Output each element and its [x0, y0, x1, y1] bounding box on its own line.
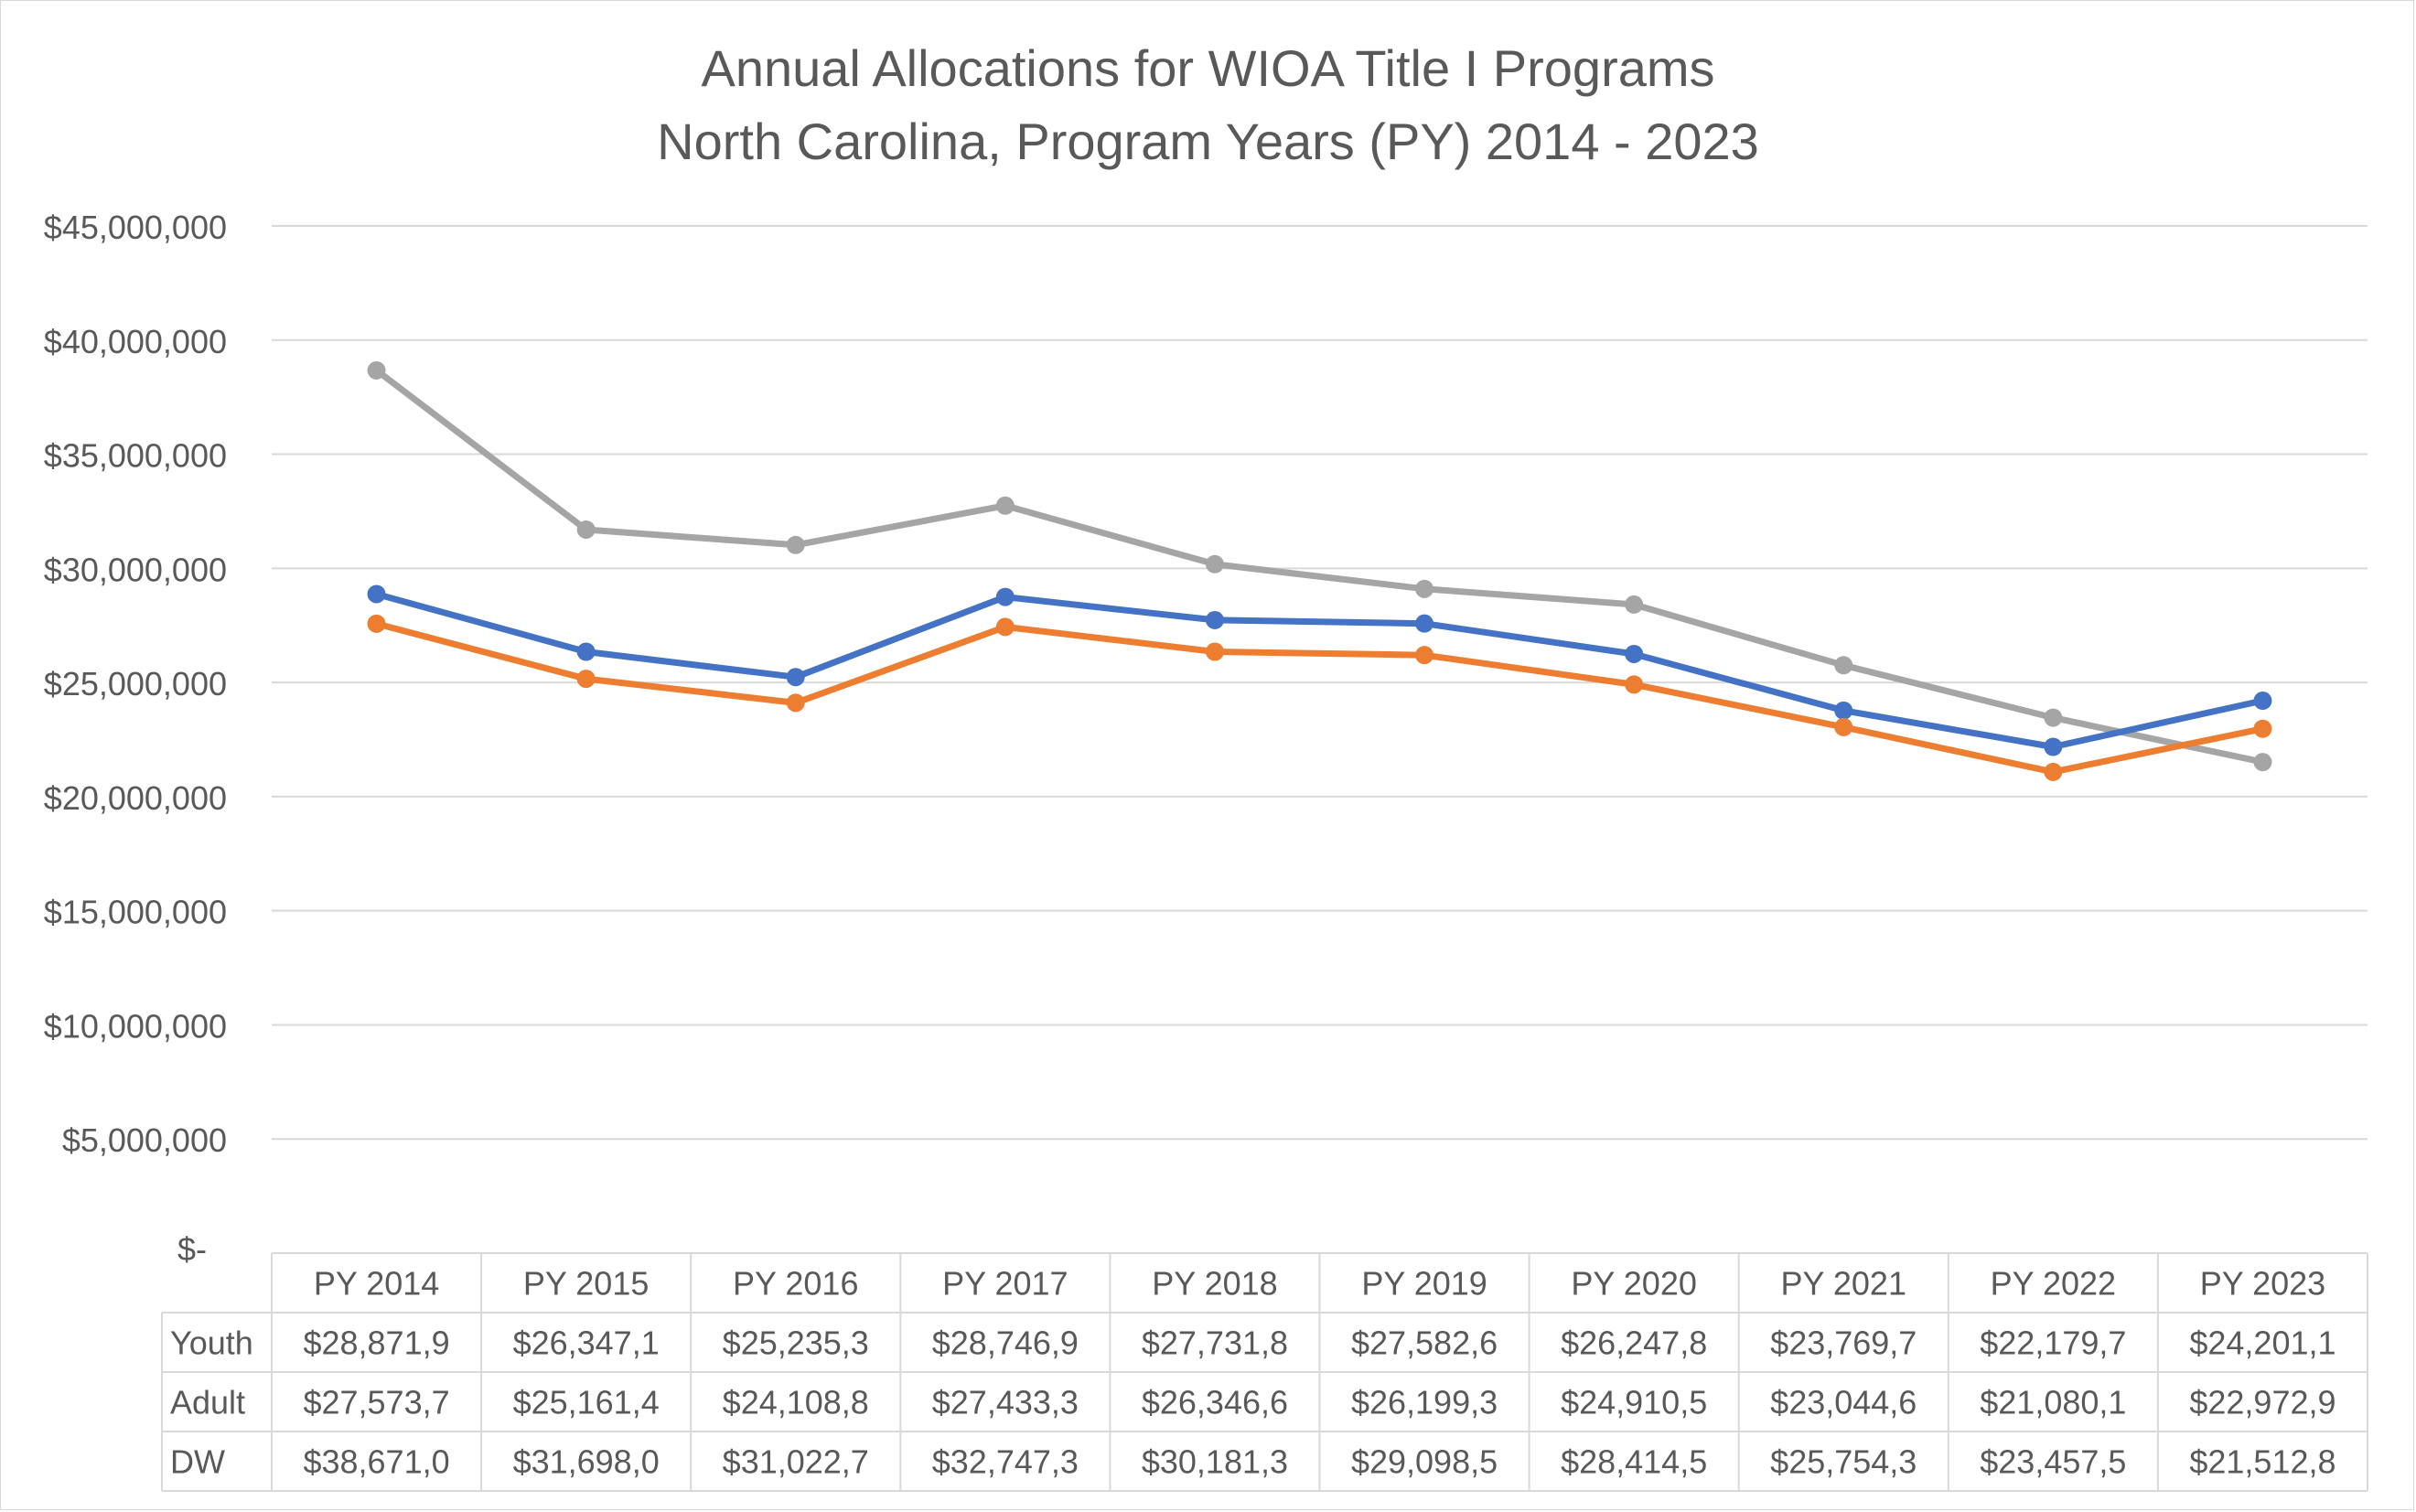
data-point-adult: [1205, 642, 1224, 661]
table-cell-value: $27,582,6: [1351, 1324, 1498, 1362]
data-point-youth: [1625, 644, 1644, 663]
x-category-label: PY 2018: [1152, 1265, 1277, 1303]
data-point-youth: [995, 587, 1015, 606]
y-tick-label: $25,000,000: [44, 665, 227, 702]
data-point-youth: [576, 642, 596, 661]
table-cell-value: $28,414,5: [1561, 1443, 1707, 1481]
table-cell-value: $22,972,9: [2189, 1384, 2335, 1421]
table-cell-value: $21,512,8: [2189, 1443, 2335, 1481]
x-category-label: PY 2015: [523, 1265, 649, 1303]
table-cell-value: $26,199,3: [1351, 1384, 1498, 1421]
table-cell-value: $38,671,0: [303, 1443, 449, 1481]
data-point-dw: [1415, 579, 1434, 598]
table-cell-value: $27,731,8: [1142, 1324, 1288, 1362]
table-series-name: Adult: [170, 1384, 245, 1421]
x-category-label: PY 2019: [1361, 1265, 1487, 1303]
data-point-youth: [786, 668, 805, 687]
series-line-dw: [373, 367, 2266, 766]
x-category-label: PY 2020: [1571, 1265, 1696, 1303]
x-category-label: PY 2021: [1781, 1265, 1906, 1303]
table-cell-value: $25,754,3: [1770, 1443, 1917, 1481]
data-point-dw: [1834, 656, 1853, 675]
table-cell-value: $24,201,1: [2189, 1324, 2335, 1362]
table-cell-value: $24,108,8: [723, 1384, 869, 1421]
data-point-dw: [2044, 708, 2063, 727]
y-tick-label: $5,000,000: [62, 1121, 227, 1159]
table-cell-value: $24,910,5: [1561, 1384, 1707, 1421]
data-point-youth: [1834, 701, 1853, 720]
data-point-adult: [995, 617, 1015, 637]
table-cell-value: $21,080,1: [1980, 1384, 2126, 1421]
data-point-dw: [1205, 554, 1224, 574]
table-cell-value: $30,181,3: [1142, 1443, 1288, 1481]
data-point-dw: [995, 496, 1015, 515]
table-cell-value: $26,247,8: [1561, 1324, 1707, 1362]
data-point-youth: [1415, 614, 1434, 633]
table-cell-value: $23,457,5: [1980, 1443, 2126, 1481]
table-cell-value: $28,871,9: [303, 1324, 449, 1362]
data-point-adult: [2044, 762, 2063, 781]
table-cell-value: $23,769,7: [1770, 1324, 1917, 1362]
chart-title-line-1: Annual Allocations for WIOA Title I Prog…: [701, 39, 1715, 97]
x-category-label: PY 2016: [733, 1265, 858, 1303]
table-cell-value: $32,747,3: [932, 1443, 1079, 1481]
data-point-adult: [1415, 646, 1434, 665]
series-line-adult: [373, 620, 2266, 776]
y-tick-label: $10,000,000: [44, 1007, 227, 1045]
x-category-label: PY 2014: [314, 1265, 439, 1303]
y-tick-label: $45,000,000: [44, 209, 227, 246]
data-point-adult: [1625, 675, 1644, 694]
y-tick-label: $35,000,000: [44, 437, 227, 475]
table-cell-value: $25,161,4: [513, 1384, 660, 1421]
data-point-adult: [1834, 717, 1853, 736]
data-point-youth: [1205, 610, 1224, 629]
data-point-youth: [367, 584, 386, 604]
chart-title-line-2: North Carolina, Program Years (PY) 2014 …: [657, 113, 1759, 170]
data-point-adult: [576, 670, 596, 689]
table-cell-value: $28,746,9: [932, 1324, 1079, 1362]
table-series-name: DW: [170, 1443, 225, 1481]
x-category-label: PY 2017: [942, 1265, 1068, 1303]
table-series-name: Youth: [170, 1324, 253, 1362]
table-cell-value: $26,346,6: [1142, 1384, 1288, 1421]
data-point-adult: [2253, 719, 2272, 738]
table-cell-value: $23,044,6: [1770, 1384, 1917, 1421]
data-point-adult: [786, 693, 805, 713]
data-point-youth: [2253, 692, 2272, 711]
table-cell-value: $26,347,1: [513, 1324, 660, 1362]
table-cell-value: $27,573,7: [303, 1384, 449, 1421]
table-cell-value: $29,098,5: [1351, 1443, 1498, 1481]
data-point-dw: [367, 360, 386, 380]
table-cell-value: $31,022,7: [723, 1443, 869, 1481]
y-tick-label: $30,000,000: [44, 551, 227, 588]
y-tick-label: $15,000,000: [44, 894, 227, 931]
data-point-dw: [786, 535, 805, 554]
series-line-youth: [373, 591, 2266, 750]
table-cell-value: $27,433,3: [932, 1384, 1079, 1421]
table-cell-value: $25,235,3: [723, 1324, 869, 1362]
y-tick-label: $-: [177, 1230, 207, 1268]
data-point-adult: [367, 614, 386, 633]
x-category-label: PY 2022: [1991, 1265, 2116, 1303]
x-category-label: PY 2023: [2200, 1265, 2325, 1303]
data-point-dw: [2253, 753, 2272, 772]
data-point-youth: [2044, 737, 2063, 756]
data-point-dw: [1625, 595, 1644, 614]
y-tick-label: $40,000,000: [44, 323, 227, 360]
y-tick-label: $20,000,000: [44, 779, 227, 817]
table-cell-value: $31,698,0: [513, 1443, 660, 1481]
table-cell-value: $22,179,7: [1980, 1324, 2126, 1362]
data-point-dw: [576, 520, 596, 539]
